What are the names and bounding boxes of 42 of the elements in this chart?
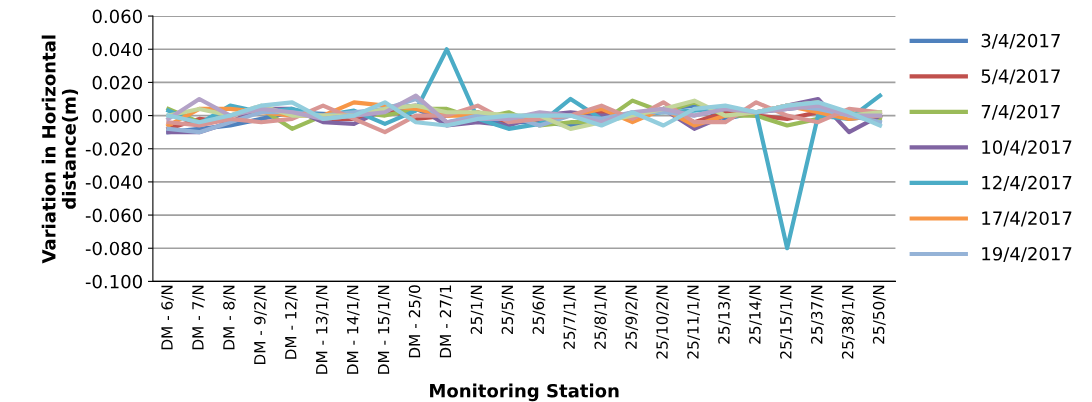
- y-tick-label: 0.020: [92, 75, 142, 90]
- x-tick-label: DM - 8/N: [223, 285, 236, 350]
- x-tick-label: 25/37/N: [810, 285, 824, 344]
- x-tick-label: DM - 13/1/N: [315, 285, 329, 374]
- x-tick-label: 25/8/1/N: [594, 285, 608, 349]
- legend-label: 19/4/2017: [982, 246, 1072, 262]
- y-tick-label: 0.040: [92, 42, 142, 57]
- y-tick-label: -0.080: [85, 241, 142, 256]
- x-tick-label: 25/7/1/N: [563, 285, 577, 349]
- x-tick-label: 25/5/N: [501, 285, 515, 334]
- x-tick-label: DM - 25/0: [408, 285, 422, 358]
- x-tick-label: DM - 9/2/N: [254, 285, 267, 365]
- x-tick-label: DM - 15/1/N: [378, 285, 391, 374]
- x-axis-title: Monitoring Station: [430, 383, 619, 402]
- y-tick-label: -0.020: [85, 142, 142, 156]
- x-tick-label: DM - 6/N: [161, 285, 174, 350]
- x-tick-label: DM - 12/N: [284, 285, 298, 359]
- x-tick-label: 25/15/1/N: [780, 285, 793, 359]
- y-tick-label: -0.060: [85, 208, 142, 223]
- legend-label: 3/4/2017: [981, 33, 1060, 49]
- y-tick-label: -0.100: [85, 274, 142, 289]
- y-tick-label: 0.000: [92, 109, 142, 123]
- x-tick-label: 25/38/1/N: [841, 285, 855, 359]
- x-tick-label: 25/14/N: [749, 285, 762, 344]
- y-axis-title: Variation in Horizontal distance(m): [41, 35, 79, 264]
- x-tick-label: 25/1/N: [470, 285, 484, 334]
- x-tick-label: DM - 14/1/N: [347, 285, 360, 374]
- legend-label: 12/4/2017: [982, 175, 1072, 191]
- legend-label: 10/4/2017: [982, 140, 1072, 156]
- y-tick-label: 0.060: [92, 9, 142, 24]
- x-tick-label: 25/9/2/N: [625, 285, 639, 349]
- legend-label: 5/4/2017: [981, 69, 1060, 85]
- x-tick-label: 25/10/2/N: [656, 285, 670, 359]
- legend-label: 7/4/2017: [981, 104, 1060, 120]
- x-tick-label: 25/11/1/N: [687, 285, 700, 359]
- x-tick-label: DM - 7/N: [192, 285, 205, 350]
- x-tick-label: 25/13/N: [718, 285, 731, 344]
- y-tick-label: -0.040: [85, 175, 142, 190]
- x-tick-label: DM - 27/1: [439, 285, 453, 358]
- legend-label: 17/4/2017: [982, 211, 1072, 227]
- x-tick-label: 25/6/N: [532, 285, 546, 334]
- x-tick-label: 25/50/N: [872, 285, 886, 344]
